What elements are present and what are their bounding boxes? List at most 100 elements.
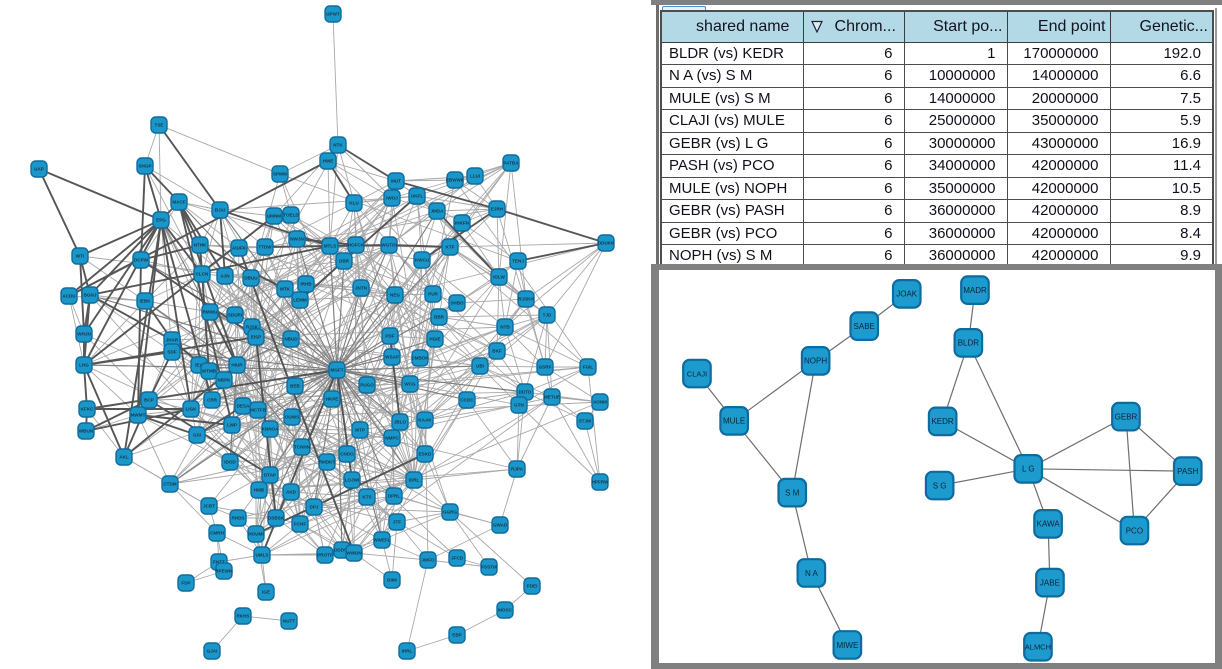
svg-text:IHRL: IHRL [402, 649, 413, 654]
svg-text:JBLO: JBLO [394, 420, 407, 425]
svg-text:IEBK: IEBK [140, 299, 152, 304]
svg-text:FNTT: FNTT [213, 560, 225, 565]
svg-text:TTDW: TTDW [258, 245, 272, 250]
svg-text:WTMB: WTMB [202, 369, 217, 374]
svg-text:ALMCH: ALMCH [1025, 643, 1051, 652]
svg-text:RJSKH: RJSKH [518, 297, 534, 302]
svg-text:CLAJI: CLAJI [687, 369, 707, 378]
svg-text:DSBSK: DSBSK [268, 516, 285, 521]
svg-text:PUR: PUR [428, 292, 438, 297]
svg-text:UPWT: UPWT [326, 12, 340, 17]
svg-text:IRHB: IRHB [300, 282, 312, 287]
svg-text:NUTT: NUTT [283, 619, 295, 624]
svg-text:MULE: MULE [723, 417, 745, 426]
svg-text:LLUI: LLUI [470, 174, 480, 179]
svg-text:CMBOH: CMBOH [411, 356, 429, 361]
svg-text:N A: N A [805, 569, 819, 578]
svg-text:RJSK: RJSK [246, 325, 259, 330]
svg-text:EBP: EBP [452, 633, 461, 638]
svg-text:KFKC: KFKC [81, 407, 94, 412]
svg-text:GEBR: GEBR [1115, 412, 1138, 421]
svg-text:MIWE: MIWE [837, 641, 859, 650]
svg-text:BCP: BCP [144, 398, 154, 403]
svg-text:RHDS: RHDS [231, 516, 244, 521]
svg-text:PUGO: PUGO [360, 383, 374, 388]
svg-text:IGE: IGE [262, 590, 270, 595]
svg-text:MTK: MTK [280, 287, 291, 292]
svg-text:KAAK: KAAK [418, 418, 432, 423]
svg-text:NTB: NTB [500, 325, 510, 330]
svg-text:KTS: KTS [362, 495, 371, 500]
svg-text:EISP: EISP [251, 335, 261, 340]
svg-text:CNDO: CNDO [340, 452, 354, 457]
svg-text:CRR: CRR [207, 398, 218, 403]
svg-text:JTF: JTF [393, 520, 401, 525]
svg-text:HKPE: HKPE [326, 397, 339, 402]
svg-text:GGRG: GGRG [443, 510, 457, 515]
svg-text:IEA: IEA [195, 363, 203, 368]
svg-text:TOELD: TOELD [283, 213, 299, 218]
svg-text:S G: S G [933, 481, 947, 490]
svg-text:HOFCK: HOFCK [348, 243, 365, 248]
svg-text:LIGK: LIGK [186, 407, 198, 412]
svg-text:AKL: AKL [119, 455, 129, 460]
svg-text:PROTF: PROTF [317, 553, 333, 558]
svg-text:PASH: PASH [1177, 467, 1198, 476]
svg-text:LEMM: LEMM [293, 298, 307, 303]
svg-text:HGIE: HGIE [429, 337, 440, 342]
svg-text:TSE: TSE [155, 123, 164, 128]
svg-text:MCTFB: MCTFB [250, 408, 267, 413]
svg-text:DTAP: DTAP [264, 473, 276, 478]
svg-text:BBR: BBR [434, 315, 445, 320]
svg-text:FGIL: FGIL [583, 365, 594, 370]
svg-text:DDTD: DDTD [519, 390, 532, 395]
svg-text:AJN: AJN [220, 274, 230, 279]
svg-text:IWOJ: IWOJ [386, 196, 398, 201]
svg-text:RMWU: RMWU [203, 310, 218, 315]
svg-text:NTK: NTK [333, 143, 343, 148]
svg-text:PATBA: PATBA [503, 161, 519, 166]
svg-text:DPJ: DPJ [310, 505, 319, 510]
svg-text:RPEWM: RPEWM [215, 569, 233, 574]
svg-text:PCO: PCO [1126, 526, 1143, 535]
svg-text:WTP: WTP [355, 428, 365, 433]
svg-text:BEB: BEB [290, 384, 300, 389]
svg-text:S M: S M [785, 489, 800, 498]
svg-text:LWP: LWP [227, 423, 237, 428]
svg-text:RJPA: RJPA [511, 467, 524, 472]
svg-text:JHAR: JHAR [166, 338, 179, 343]
svg-text:BGNJ: BGNJ [84, 293, 97, 298]
svg-text:HMB: HMB [254, 488, 265, 493]
svg-text:HIUR: HIUR [231, 363, 243, 368]
svg-text:GSRF: GSRF [539, 365, 552, 370]
svg-text:KLU: KLU [349, 201, 359, 206]
svg-text:WWEFL: WWEFL [373, 538, 391, 543]
svg-text:KTF: KTF [446, 245, 455, 250]
svg-text:PDF: PDF [385, 334, 394, 339]
svg-text:AKD: AKD [286, 490, 297, 495]
svg-text:WSAP: WSAP [385, 355, 399, 360]
svg-text:DPRL: DPRL [388, 494, 401, 499]
svg-text:DCPW: DCPW [134, 258, 149, 263]
svg-text:WTI: WTI [76, 254, 84, 259]
svg-text:IHKFN: IHKFN [455, 221, 470, 226]
svg-text:RMDKT: RMDKT [319, 460, 336, 465]
svg-text:KWCU: KWCU [415, 258, 430, 263]
svg-text:DESA: DESA [237, 404, 250, 409]
svg-text:NOPH: NOPH [804, 357, 827, 366]
svg-text:EJRH: EJRH [491, 207, 504, 212]
svg-text:WGTOI: WGTOI [381, 243, 396, 248]
svg-text:GSI: GSI [193, 433, 201, 438]
svg-text:ESKD: ESKD [419, 452, 432, 457]
svg-text:UAP: UAP [34, 167, 44, 172]
svg-text:JFCD: JFCD [451, 556, 464, 561]
svg-text:GTN: GTN [514, 403, 524, 408]
svg-text:WBUN: WBUN [79, 429, 94, 434]
svg-text:MGFT: MGFT [330, 368, 343, 373]
svg-text:JNTN: JNTN [355, 286, 368, 291]
svg-text:NTHK: NTHK [194, 243, 207, 248]
svg-text:PDEI: PDEI [527, 584, 538, 589]
svg-text:ODDSE: ODDSE [334, 548, 350, 553]
svg-text:LHG: LHG [79, 363, 89, 368]
svg-text:IDOD: IDOD [224, 460, 236, 465]
